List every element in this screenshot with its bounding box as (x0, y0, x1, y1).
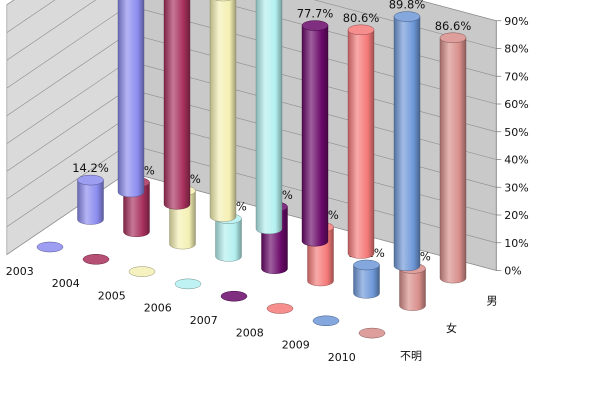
bar-body (439, 37, 467, 284)
bar-body (393, 16, 421, 271)
bar-top (312, 315, 340, 327)
bar-2003-不明 (36, 241, 64, 253)
chart-walls (6, 0, 497, 271)
bar-body (301, 25, 329, 247)
bar-body (77, 179, 104, 225)
y-tick-label: 90% (504, 15, 528, 28)
series-label: 女 (446, 321, 457, 335)
bar-body (255, 0, 283, 235)
data-label: 14.2% (72, 161, 109, 175)
bar-top (358, 327, 386, 339)
y-tick-label: 20% (504, 209, 528, 222)
bar-2004-男: 81.7% (163, 0, 191, 210)
y-tick-label: 30% (504, 181, 528, 194)
bar-top (439, 32, 467, 44)
x-tick-label: 2007 (190, 314, 218, 327)
bar-2006-男: 86.4% (255, 0, 283, 235)
x-tick-label: 2010 (328, 351, 356, 364)
bar-2007-男: 77.7% (297, 7, 334, 247)
gridline (6, 0, 497, 49)
bar-body (215, 218, 242, 262)
y-axis: 0% 10% 20% 30% 40% 50% 60% 70% 80% 90% (495, 15, 529, 278)
x-tick-label: 2005 (98, 289, 126, 302)
bar-top (82, 254, 110, 265)
y-tick-label: 70% (504, 70, 528, 83)
bar-top (36, 241, 64, 253)
y-tick-label: 50% (504, 126, 528, 139)
side-wall (6, 0, 129, 256)
bar-2008-不明 (266, 303, 294, 314)
bar-top (347, 24, 375, 36)
bar-top (353, 259, 380, 271)
data-label: 80.6% (343, 11, 380, 25)
y-tick-label: 40% (504, 154, 528, 167)
y-tick-label: 0% (504, 265, 521, 278)
x-tick-label: 2008 (236, 326, 264, 339)
bar-2009-男: 89.8% (389, 0, 426, 271)
bar-2003-女: 14.2% (72, 161, 109, 225)
bar-2010-男: 86.6% (435, 19, 472, 284)
bar-top (214, 0, 232, 2)
data-label: 86.6% (435, 19, 472, 33)
x-tick-label: 2009 (282, 339, 310, 352)
bar-2008-男: 80.6% (343, 11, 380, 259)
bar-2003-男: 85.1% (117, 0, 145, 198)
bar-body (163, 0, 191, 210)
y-tick-label: 60% (504, 98, 528, 111)
bar-2005-男: 79.5% (209, 0, 237, 222)
bar-2009-不明 (312, 315, 340, 327)
series-label: 不明 (400, 349, 422, 362)
data-label: 89.8% (389, 0, 426, 12)
data-label: 77.7% (297, 7, 334, 21)
bars: 14.2%17.8%19.2%13.6%22.3%19.4%10.2%13.4%… (36, 0, 472, 339)
bar-body (399, 268, 426, 311)
x-axis: 2003 2004 2005 2006 2007 2008 2009 2010 (6, 265, 356, 364)
bar-2006-不明 (174, 278, 202, 290)
bar-top (77, 174, 104, 186)
bar-top (174, 278, 202, 290)
x-tick-label: 2003 (6, 265, 34, 278)
bar-2007-不明 (220, 290, 248, 302)
bar-2010-不明 (358, 327, 386, 339)
bar-top (128, 266, 156, 277)
bar-body (353, 264, 380, 299)
bar-top (266, 303, 294, 314)
bar-body (347, 29, 375, 259)
bar-2004-不明 (82, 254, 110, 265)
x-tick-label: 2006 (144, 302, 172, 315)
y-tick-label: 10% (504, 237, 528, 250)
bar-2005-不明 (128, 266, 156, 277)
bar-top (393, 11, 421, 22)
bar-top (301, 20, 329, 31)
y-tick-label: 80% (504, 43, 528, 56)
series-label: 男 (487, 294, 498, 307)
bar-body (117, 0, 145, 198)
bar-top (220, 290, 248, 302)
x-tick-label: 2004 (52, 277, 80, 290)
bar-body (209, 0, 237, 222)
